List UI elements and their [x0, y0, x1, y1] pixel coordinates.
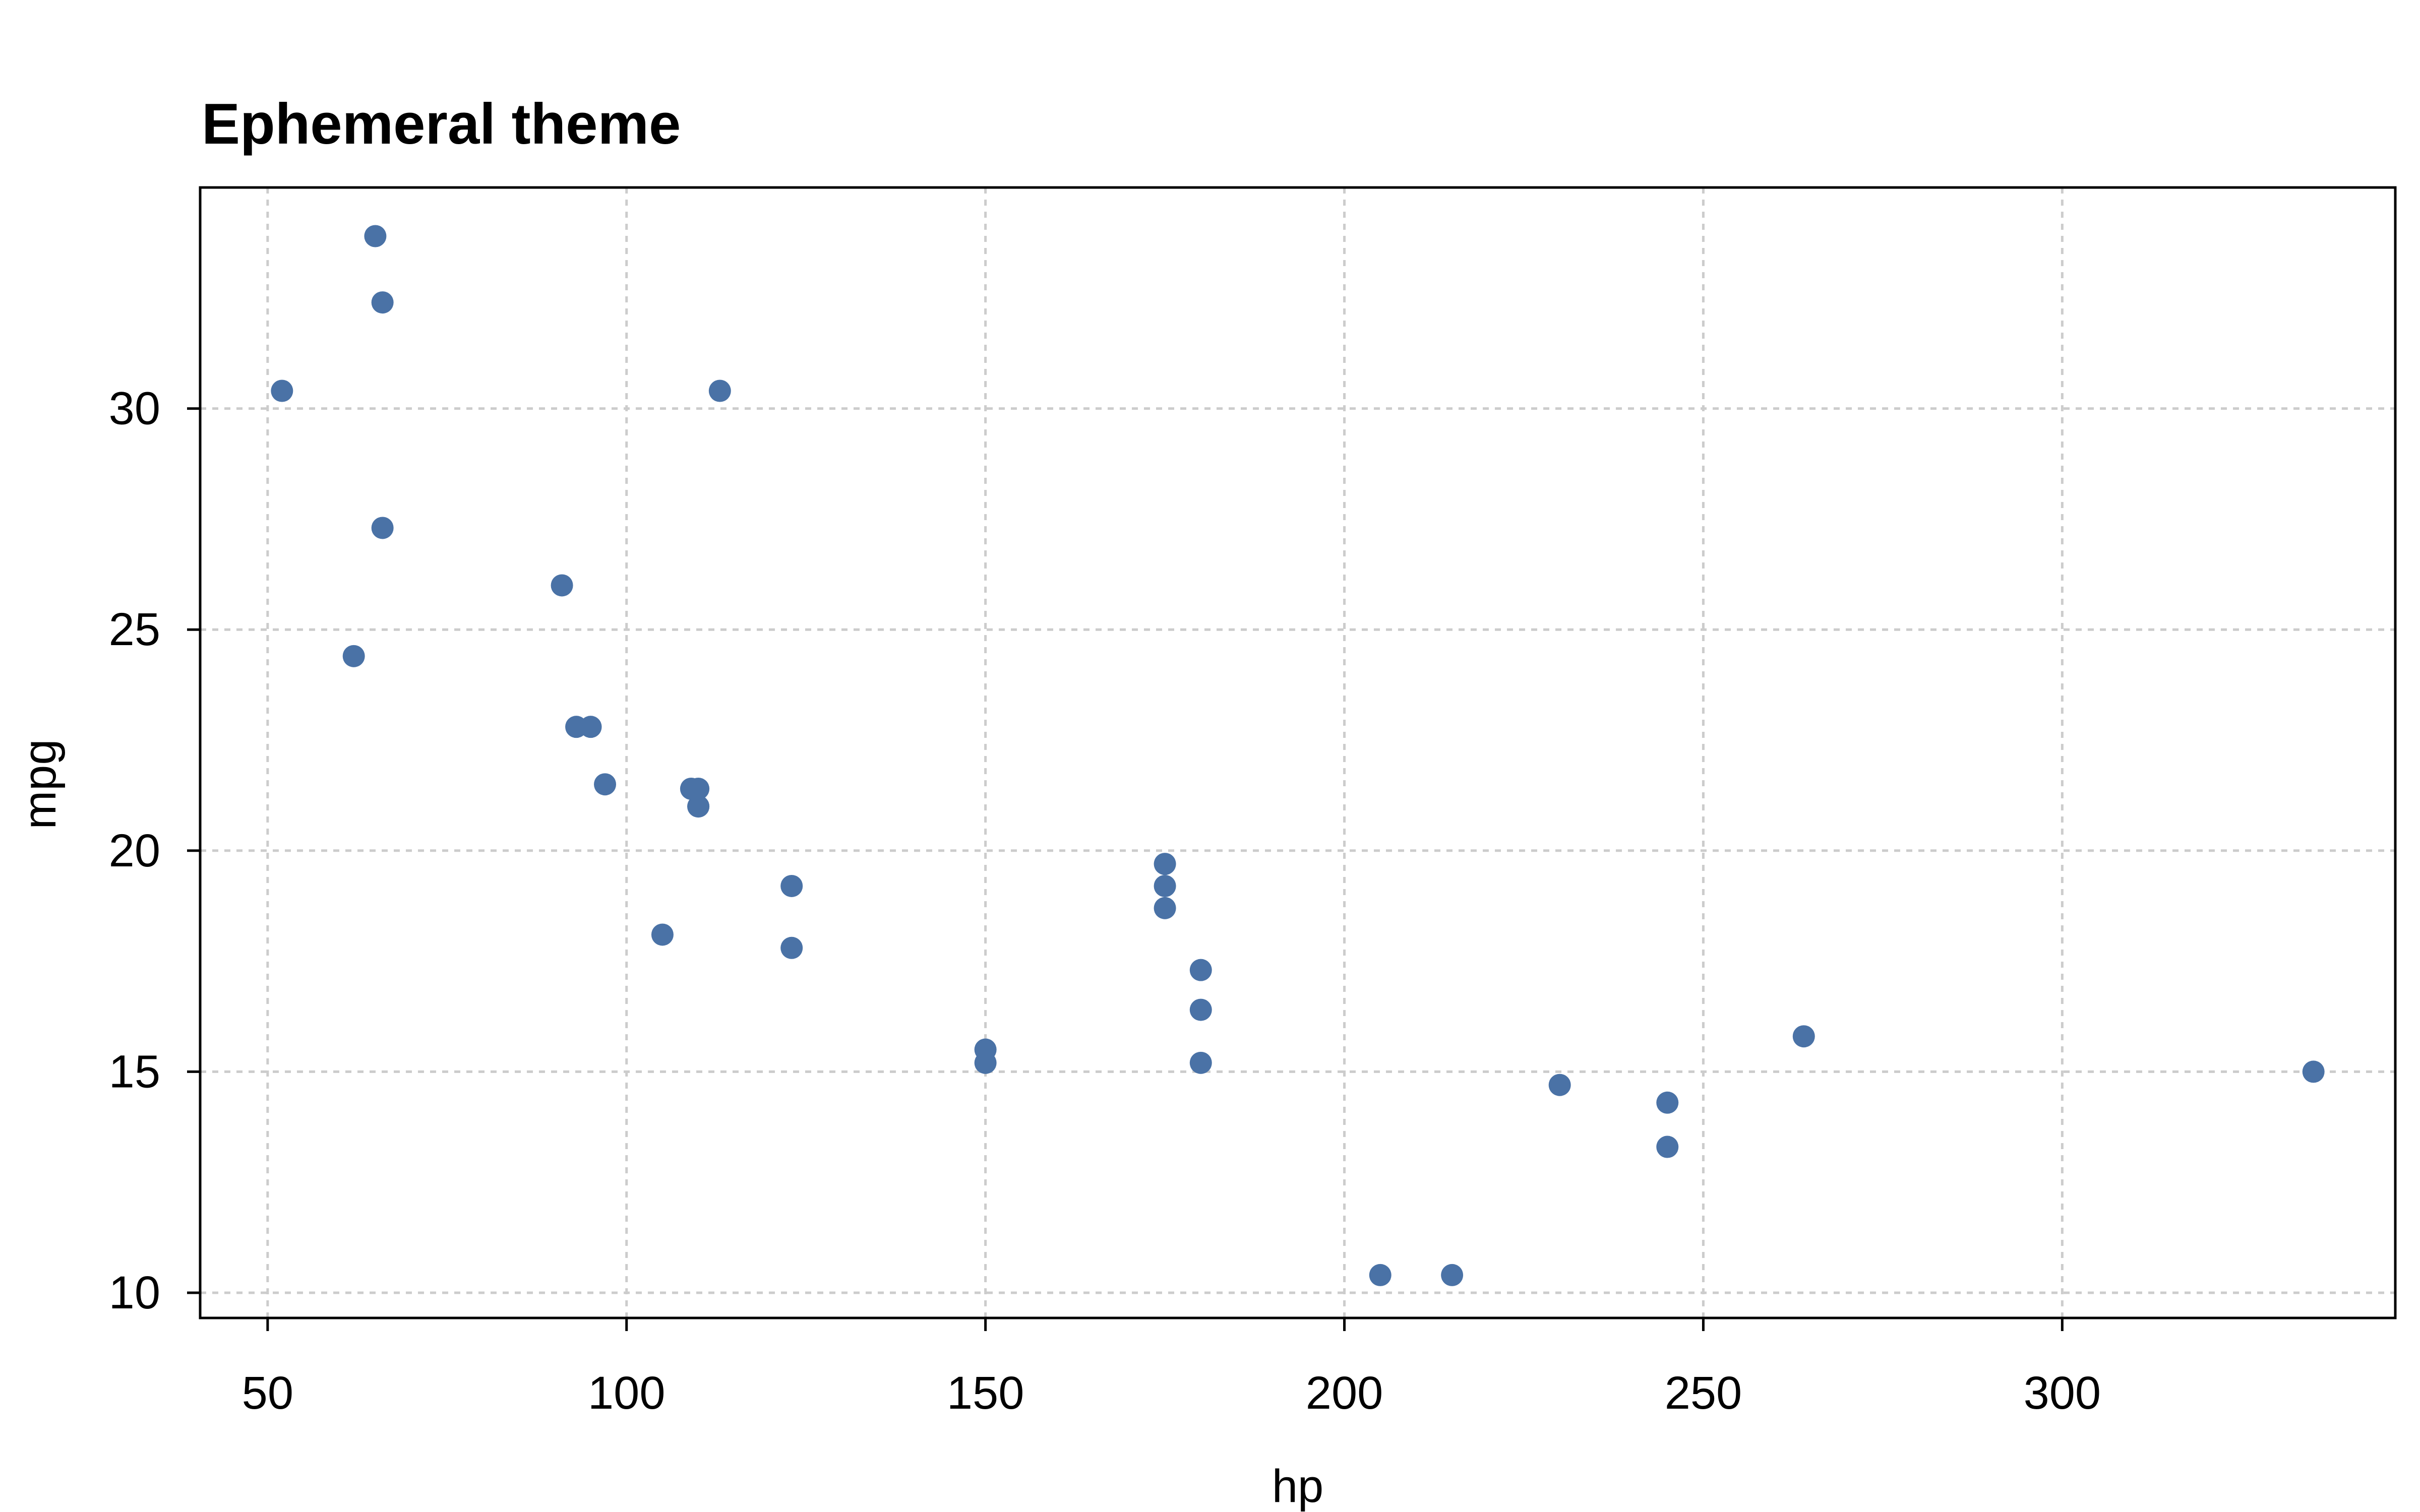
x-tick-label: 50 [242, 1367, 293, 1419]
data-point [1441, 1264, 1464, 1286]
data-point [579, 716, 602, 738]
y-tick-label: 30 [109, 383, 160, 434]
data-point [1369, 1264, 1392, 1286]
x-axis-label: hp [1272, 1461, 1323, 1512]
data-point [651, 923, 674, 946]
axis-ticks: 50 100 150 200 250 300 10 15 20 25 30 [109, 383, 2101, 1419]
plot-panel-border [199, 186, 2397, 1319]
data-point [342, 645, 365, 667]
y-tick-label: 15 [109, 1046, 160, 1097]
x-tick-label: 250 [1665, 1367, 1742, 1419]
data-point [2302, 1060, 2325, 1083]
grid-lines [200, 187, 2395, 1318]
data-point [551, 574, 573, 597]
y-tick-label: 10 [109, 1267, 160, 1318]
data-point [1154, 853, 1176, 875]
data-point [271, 380, 293, 402]
data-point [974, 1051, 997, 1074]
data-point [594, 773, 617, 796]
data-point [1548, 1074, 1571, 1096]
data-point [1792, 1025, 1815, 1048]
y-tick-label: 20 [109, 825, 160, 876]
data-point [1656, 1136, 1679, 1158]
x-tick-label: 300 [2024, 1367, 2101, 1419]
x-tick-label: 200 [1306, 1367, 1383, 1419]
data-point [1154, 874, 1176, 897]
y-axis-label: mpg [14, 739, 66, 830]
data-point [371, 291, 394, 314]
data-point [1189, 959, 1212, 981]
data-point [371, 517, 394, 539]
chart-title: Ephemeral theme [202, 92, 681, 156]
data-point [687, 795, 710, 818]
y-tick-label: 25 [109, 604, 160, 655]
data-points [271, 225, 2325, 1286]
data-point [780, 936, 803, 959]
x-tick-label: 100 [588, 1367, 666, 1419]
data-point [680, 777, 702, 800]
x-tick-label: 150 [947, 1367, 1024, 1419]
data-point [780, 874, 803, 897]
data-point [1656, 1091, 1679, 1114]
data-point [1154, 897, 1176, 919]
data-point [1189, 998, 1212, 1021]
data-point [708, 380, 731, 402]
data-point [364, 225, 387, 247]
data-point [1189, 1051, 1212, 1074]
